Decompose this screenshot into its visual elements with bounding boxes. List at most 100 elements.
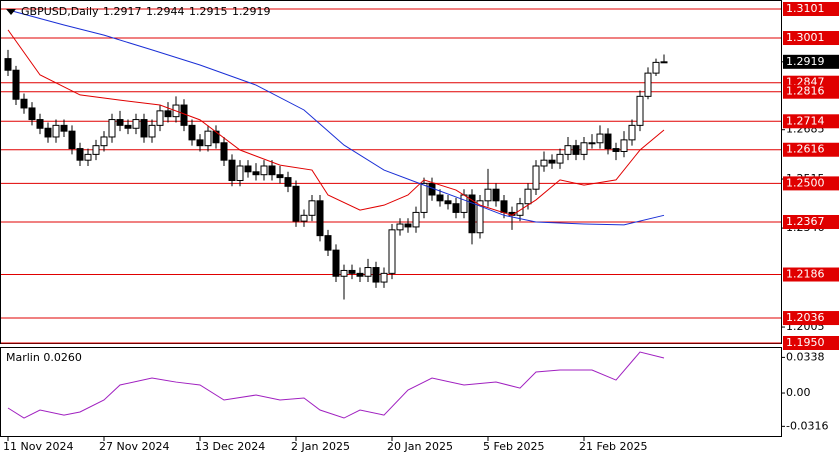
candle-body <box>340 269 348 277</box>
candle-body <box>356 272 364 277</box>
level-label-box <box>783 114 839 129</box>
candle-body <box>332 249 340 277</box>
candle-body <box>196 139 204 147</box>
level-label-box <box>783 1 839 16</box>
candle-body <box>108 119 116 138</box>
candle-body <box>252 171 260 176</box>
candle-body <box>644 72 652 97</box>
indicator-label: Marlin 0.0260 <box>6 351 82 364</box>
level-label: 1.2500 <box>786 176 825 189</box>
candle-body <box>452 203 460 213</box>
candle-body <box>620 139 628 152</box>
candle-body <box>588 142 596 145</box>
current-price-label: 1.2919 <box>786 55 825 68</box>
candle-body <box>276 174 284 179</box>
candle-body <box>492 188 500 202</box>
candle-body <box>68 130 76 150</box>
level-label-box <box>783 31 839 46</box>
candle-body <box>580 142 588 155</box>
candle-body <box>60 124 68 132</box>
candle-body <box>468 194 476 234</box>
candle-body <box>660 61 668 64</box>
candle-body <box>76 148 84 161</box>
candle-body <box>100 136 108 147</box>
candle-body <box>348 269 356 274</box>
candle-body <box>476 200 484 234</box>
candle-body <box>44 127 52 138</box>
candle-body <box>132 119 140 129</box>
candle-body <box>500 200 508 213</box>
candle-body <box>636 95 644 126</box>
candle-body <box>420 182 428 213</box>
candle-body <box>236 165 244 181</box>
level-label: 1.2714 <box>786 114 825 127</box>
candle-body <box>28 107 36 121</box>
indicator-tick-label: 0.00 <box>786 386 811 399</box>
candle-body <box>444 200 452 205</box>
level-label: 1.2036 <box>786 311 825 324</box>
candle-body <box>12 69 20 100</box>
candle-body <box>652 61 660 74</box>
x-tick-label: 27 Nov 2024 <box>99 440 169 453</box>
level-label-box <box>783 336 839 350</box>
candle-body <box>396 223 404 231</box>
candle-body <box>284 177 292 187</box>
candle-body <box>188 124 196 141</box>
level-label: 1.3001 <box>786 31 825 44</box>
candle-body <box>532 165 540 190</box>
candle-body <box>404 223 412 228</box>
x-tick-label: 21 Feb 2025 <box>579 440 647 453</box>
candle-body <box>124 124 132 129</box>
candle-body <box>612 148 620 152</box>
candle-body <box>92 145 100 155</box>
x-tick-label: 11 Nov 2024 <box>3 440 73 453</box>
indicator-line <box>7 351 665 419</box>
candle-body <box>484 188 492 202</box>
candle-body <box>164 110 172 118</box>
candle-body <box>36 119 44 129</box>
candle-body <box>436 194 444 202</box>
candle-body <box>20 98 28 109</box>
low-label: 1.2915 <box>189 5 228 18</box>
candle-body <box>268 165 276 176</box>
level-label: 1.1950 <box>786 336 825 349</box>
candle-body <box>572 145 580 155</box>
candle-body <box>596 133 604 144</box>
level-label-box <box>783 142 839 157</box>
candle-body <box>244 165 252 173</box>
level-label: 1.2367 <box>786 215 825 228</box>
candle-body <box>540 159 548 167</box>
close-label: 1.2919 <box>232 5 271 18</box>
candle-body <box>84 153 92 161</box>
candle-body <box>148 124 156 138</box>
candle-body <box>364 267 372 277</box>
high-label: 1.2944 <box>146 5 185 18</box>
candle-body <box>412 211 420 228</box>
indicator-frame <box>0 347 782 437</box>
level-label-box <box>783 84 839 99</box>
candle-body <box>628 124 636 141</box>
candle-body <box>212 130 220 144</box>
candle-body <box>228 159 236 181</box>
candle-body <box>308 200 316 216</box>
candle-body <box>460 194 468 213</box>
candle-body <box>52 124 60 138</box>
open-label: 1.2917 <box>103 5 142 18</box>
candle-body <box>292 185 300 222</box>
candle-body <box>4 58 12 71</box>
x-tick-label: 13 Dec 2024 <box>195 440 265 453</box>
menu-triangle <box>6 9 16 15</box>
level-label: 1.2616 <box>786 143 825 156</box>
candle-body <box>388 229 396 274</box>
candle-body <box>516 203 524 216</box>
x-tick-label: 20 Jan 2025 <box>387 440 453 453</box>
candle-body <box>564 145 572 155</box>
symbol-label: GBPUSD,Daily <box>21 5 99 18</box>
candle-body <box>156 110 164 126</box>
candle-body <box>380 272 388 283</box>
candle-body <box>556 153 564 164</box>
